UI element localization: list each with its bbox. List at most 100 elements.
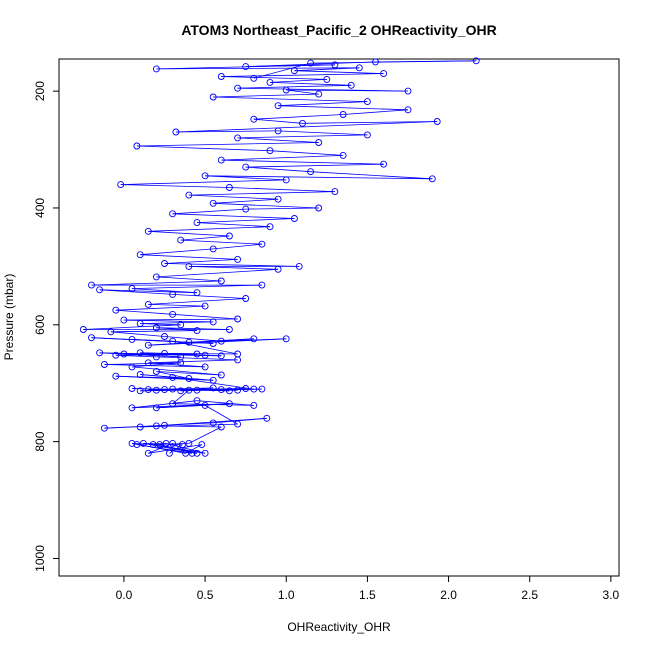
data-point [177, 353, 185, 361]
data-point [144, 227, 152, 235]
series-line-segment [120, 184, 230, 188]
data-point [282, 176, 290, 184]
series-line-segment [131, 366, 222, 376]
data-point [136, 371, 144, 378]
data-point [209, 93, 217, 101]
series-line-segment [148, 298, 246, 305]
x-tick-label: 1.5 [359, 588, 376, 602]
series-line-segment [156, 371, 189, 379]
y-tick-label: 400 [33, 198, 47, 218]
data-point [225, 387, 233, 395]
series-line-segment [115, 309, 173, 315]
y-tick-label: 1000 [33, 545, 47, 572]
series-line-segment [213, 96, 368, 102]
data-point [217, 277, 225, 285]
series-line-segment [140, 254, 238, 260]
data-point [380, 70, 388, 78]
plot-frame [58, 58, 620, 577]
data-point [323, 75, 331, 83]
data-point [188, 449, 196, 457]
data-point [339, 111, 347, 118]
series-line-segment [175, 130, 279, 133]
data-point [404, 87, 412, 95]
data-point [201, 401, 209, 409]
data-point [169, 310, 177, 318]
series-line-segment [237, 137, 319, 143]
data-point [136, 349, 144, 357]
series-line-segment [213, 202, 319, 209]
x-tick-label: 2.0 [440, 588, 457, 602]
data-point [234, 420, 242, 428]
series-line-segment [213, 198, 279, 204]
data-point [433, 118, 441, 125]
series-line-segment [131, 288, 198, 294]
series-line-segment [164, 263, 300, 267]
series-line-segment [148, 230, 230, 237]
data-point [177, 387, 185, 395]
x-tick-label: 1.0 [278, 588, 295, 602]
series-line-segment [172, 443, 193, 454]
series-line-segment [253, 118, 303, 124]
x-tick-label: 3.0 [603, 588, 620, 602]
series-line-segment [205, 175, 433, 180]
data-point [177, 321, 185, 329]
data-point [201, 351, 209, 359]
data-point [128, 385, 136, 392]
data-point [193, 327, 201, 335]
series-line-segment [172, 208, 246, 215]
data-point [100, 424, 108, 432]
series-line-segment [237, 87, 409, 92]
y-axis: 200 400 600 800 1000 [33, 81, 60, 572]
data-point [136, 251, 144, 259]
x-axis-label: OHReactivity_OHR [287, 620, 391, 634]
data-point [161, 386, 168, 394]
y-tick-label: 800 [33, 431, 47, 451]
data-point [100, 361, 108, 368]
x-tick-label: 0.5 [197, 588, 214, 602]
data-point [169, 337, 177, 345]
series-line-segment [188, 191, 335, 196]
series-line-segment [204, 405, 238, 425]
data-point [96, 286, 104, 294]
data-point [79, 326, 87, 333]
data-point [169, 290, 177, 298]
data-point [169, 210, 177, 218]
data-point [250, 385, 258, 393]
data-point [234, 84, 242, 92]
data-point [234, 255, 242, 263]
data-point [258, 281, 266, 289]
data-point [161, 333, 168, 340]
data-point [120, 316, 128, 324]
data-point [152, 386, 160, 394]
data-point [152, 404, 160, 412]
series-line-segment [136, 142, 319, 147]
data-point [363, 98, 371, 106]
data-point [117, 181, 125, 189]
series-line-segment [136, 443, 167, 445]
series-line-segment [91, 280, 222, 286]
data-point [107, 328, 115, 336]
series-line-segment [221, 155, 344, 161]
data-point [144, 386, 152, 394]
data-point [404, 106, 412, 114]
data-point [162, 439, 170, 447]
series-line-segment [164, 259, 238, 264]
data-point [136, 423, 144, 431]
series-line-segment [196, 222, 271, 228]
data-point [177, 236, 185, 244]
data-point [201, 449, 209, 457]
data-point [144, 341, 152, 349]
series-line-segment [221, 338, 287, 342]
data-point [274, 127, 282, 135]
data-point [209, 245, 217, 253]
data-point [290, 215, 298, 222]
data-point [149, 441, 157, 449]
series-line-segment [196, 218, 295, 223]
data-point [217, 386, 225, 394]
series-line-segment [164, 353, 238, 355]
data-point [193, 219, 201, 227]
series-line-segment [278, 130, 368, 136]
series-line-segment [166, 443, 206, 454]
data-point [217, 73, 225, 80]
